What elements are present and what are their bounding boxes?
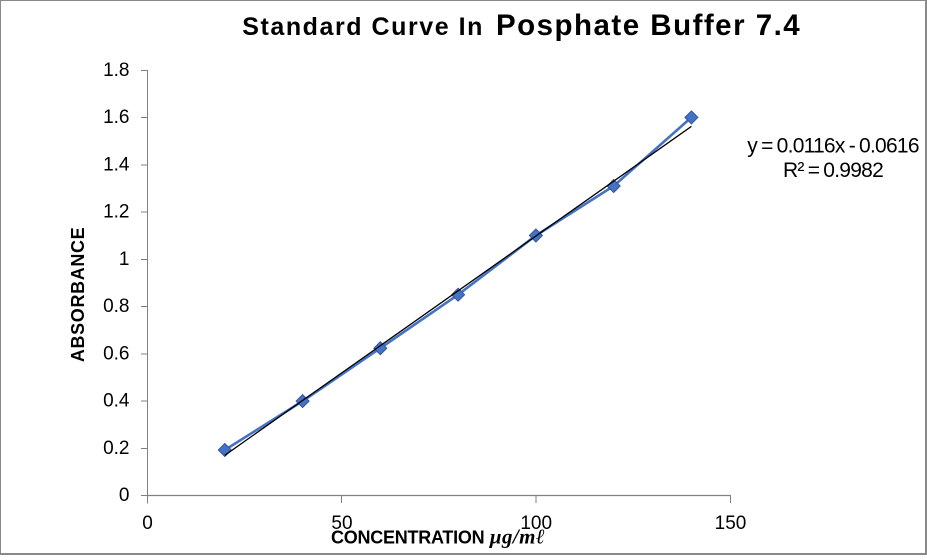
svg-text:Standard Curve In: Standard Curve In	[242, 13, 484, 41]
svg-text:1.2: 1.2	[103, 202, 129, 223]
svg-text:ABSORBANCE: ABSORBANCE	[68, 227, 88, 363]
svg-text:0.2: 0.2	[103, 438, 129, 459]
svg-text:1: 1	[119, 249, 130, 270]
svg-text:100: 100	[520, 513, 552, 534]
svg-text:y = 0.0116x - 0.0616: y = 0.0116x - 0.0616	[747, 134, 919, 157]
svg-text:0.8: 0.8	[103, 296, 129, 317]
svg-text:R² = 0.9982: R² = 0.9982	[783, 159, 883, 182]
svg-text:0.6: 0.6	[103, 343, 129, 364]
svg-text:0: 0	[142, 513, 153, 534]
svg-text:1.6: 1.6	[103, 107, 129, 128]
svg-text:1.8: 1.8	[103, 60, 129, 81]
svg-text:50: 50	[331, 513, 352, 534]
svg-text:1.4: 1.4	[103, 154, 130, 175]
svg-text:0.4: 0.4	[103, 391, 130, 412]
svg-text:Posphate Buffer 7.4: Posphate Buffer 7.4	[496, 9, 801, 42]
svg-text:150: 150	[715, 513, 747, 534]
svg-text:0: 0	[119, 485, 130, 506]
